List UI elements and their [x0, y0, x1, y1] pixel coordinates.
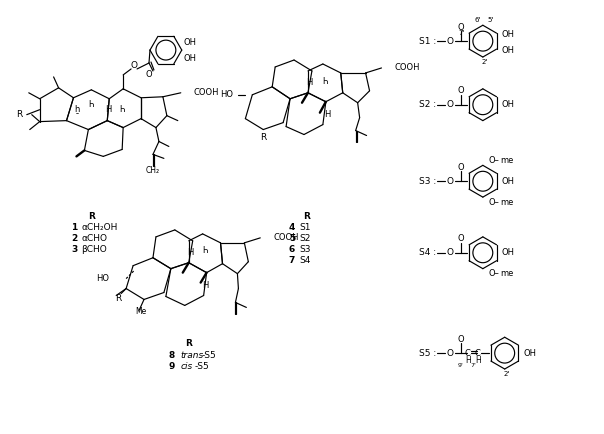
Text: me: me	[501, 156, 514, 165]
Text: 7: 7	[289, 256, 295, 265]
Text: R: R	[260, 133, 266, 142]
Text: O–: O–	[489, 156, 500, 165]
Text: H: H	[465, 355, 471, 365]
Text: H: H	[202, 281, 209, 290]
Text: Һ: Һ	[119, 105, 125, 114]
Text: 4: 4	[289, 224, 295, 233]
Text: H: H	[475, 355, 481, 365]
Text: αCHO: αCHO	[82, 234, 108, 243]
Text: CH₂: CH₂	[146, 166, 160, 175]
Text: S4: S4	[299, 256, 310, 265]
Text: S4 :: S4 :	[419, 248, 436, 257]
Text: cis: cis	[181, 362, 193, 371]
Text: S5 :: S5 :	[419, 349, 436, 358]
Text: Me: Me	[135, 307, 147, 316]
Text: HO: HO	[220, 90, 233, 99]
Text: 9: 9	[169, 362, 175, 371]
Text: C: C	[465, 349, 471, 358]
Text: H: H	[105, 105, 111, 114]
Text: Һ: Һ	[88, 100, 94, 109]
Text: 2': 2'	[482, 59, 488, 65]
Text: ẖ: ẖ	[74, 104, 79, 113]
Text: Һ: Һ	[202, 246, 208, 255]
Text: OH: OH	[502, 177, 515, 186]
Text: Һ: Һ	[322, 77, 328, 86]
Text: O–: O–	[489, 269, 500, 278]
Text: 2': 2'	[504, 371, 510, 377]
Text: βCHO: βCHO	[82, 245, 107, 254]
Text: S3: S3	[299, 245, 310, 254]
Text: 2: 2	[71, 234, 77, 243]
Text: O: O	[458, 335, 464, 344]
Text: 6': 6'	[475, 17, 481, 23]
Text: S3 :: S3 :	[419, 177, 436, 186]
Text: -S5: -S5	[202, 351, 216, 360]
Text: H: H	[306, 79, 312, 87]
Text: O: O	[458, 163, 464, 172]
Text: COOH: COOH	[273, 233, 299, 242]
Text: O: O	[446, 36, 454, 46]
Text: O: O	[458, 23, 464, 32]
Text: R: R	[185, 339, 192, 348]
Text: OH: OH	[502, 30, 515, 39]
Text: C: C	[475, 349, 481, 358]
Text: H: H	[324, 110, 330, 119]
Text: O–: O–	[489, 197, 500, 207]
Text: 6: 6	[289, 245, 295, 254]
Text: O: O	[446, 177, 454, 186]
Text: 7': 7'	[458, 30, 465, 36]
Text: S1 :: S1 :	[419, 36, 436, 46]
Text: me: me	[501, 197, 514, 207]
Text: O: O	[446, 349, 454, 358]
Text: 8: 8	[169, 351, 175, 360]
Text: 3: 3	[71, 245, 77, 254]
Text: S2 :: S2 :	[419, 100, 436, 109]
Text: me: me	[501, 269, 514, 278]
Text: 1: 1	[71, 224, 77, 233]
Text: R: R	[303, 211, 310, 220]
Text: R: R	[115, 294, 121, 303]
Text: 5': 5'	[487, 17, 494, 23]
Text: HO: HO	[96, 274, 109, 283]
Text: COOH: COOH	[394, 63, 420, 72]
Text: O: O	[458, 234, 464, 243]
Text: 7': 7'	[470, 362, 476, 368]
Text: -S5: -S5	[194, 362, 210, 371]
Text: COOH: COOH	[194, 88, 219, 97]
Text: OH: OH	[502, 46, 515, 55]
Text: 9': 9'	[458, 362, 464, 368]
Text: O: O	[446, 248, 454, 257]
Text: R: R	[88, 211, 95, 220]
Text: S2: S2	[299, 234, 310, 243]
Text: O: O	[446, 100, 454, 109]
Text: OH: OH	[502, 248, 515, 257]
Text: O: O	[146, 70, 152, 79]
Text: O: O	[130, 62, 138, 70]
Text: R: R	[16, 110, 23, 119]
Text: OH: OH	[184, 38, 197, 46]
Text: 5: 5	[289, 234, 295, 243]
Text: H: H	[187, 248, 194, 257]
Text: O: O	[458, 86, 464, 95]
Text: OH: OH	[502, 100, 515, 109]
Text: αCH₂OH: αCH₂OH	[82, 224, 118, 233]
Text: OH: OH	[524, 349, 536, 358]
Text: OH: OH	[184, 53, 197, 62]
Text: S1: S1	[299, 224, 310, 233]
Text: trans: trans	[181, 351, 204, 360]
